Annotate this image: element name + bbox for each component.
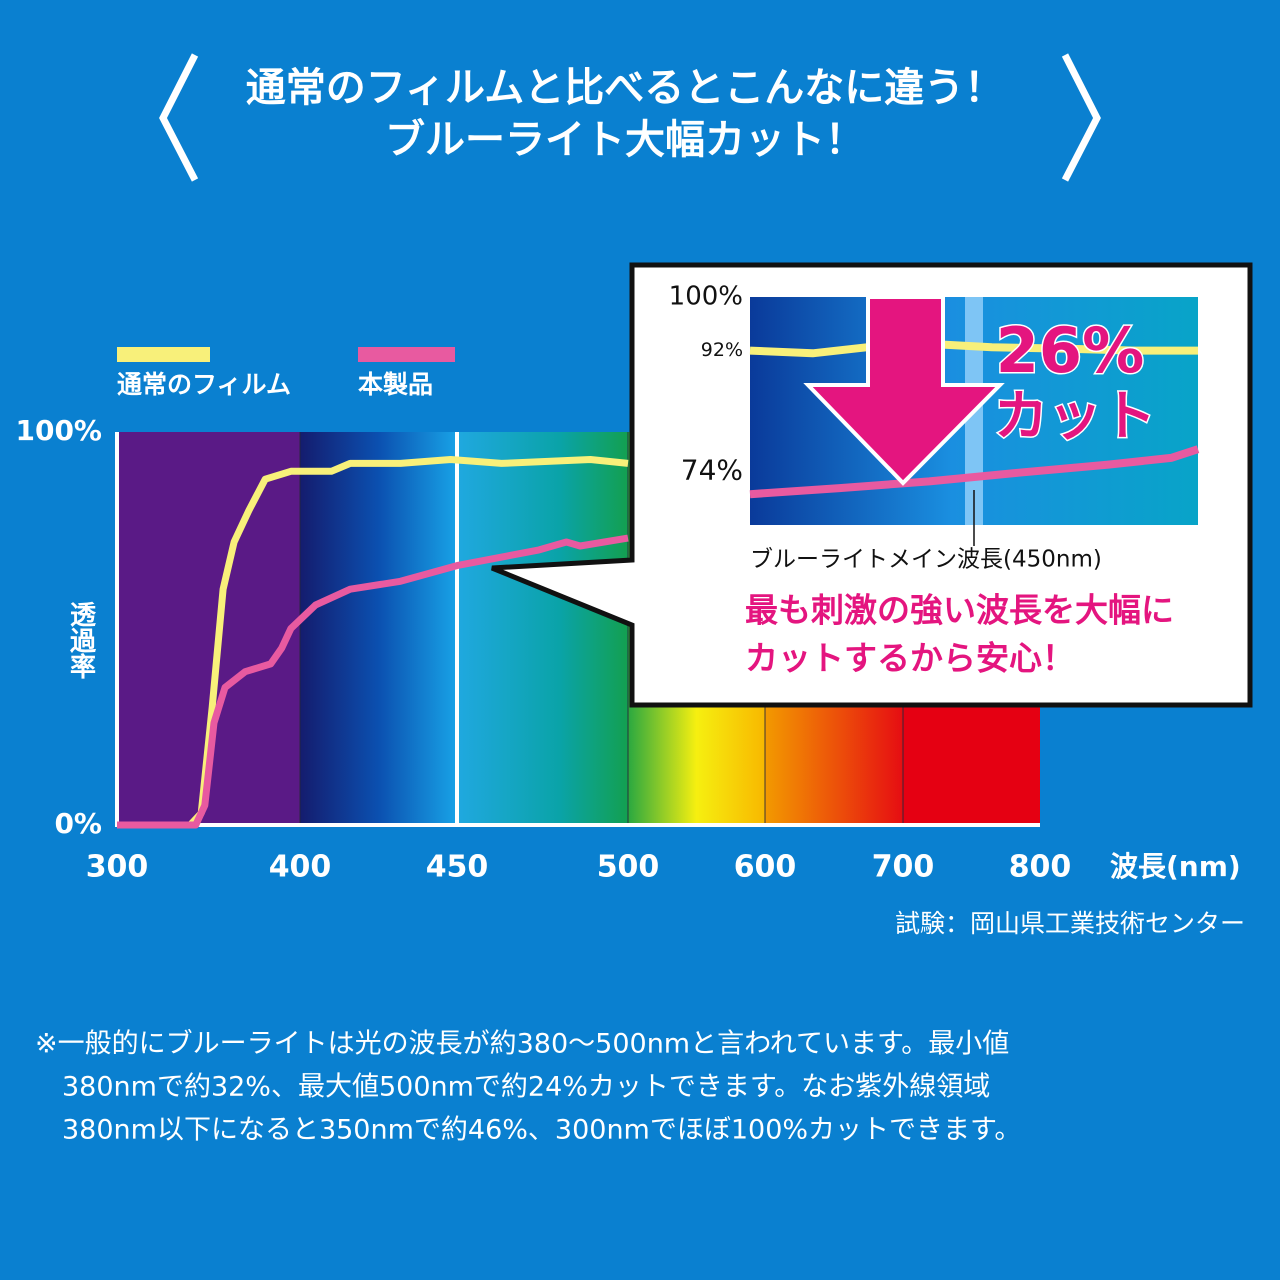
message: カットするから安心！: [745, 639, 1075, 678]
x-axis-label: 波長(nm): [1110, 850, 1241, 883]
y-axis-label: 透過率: [66, 601, 96, 679]
legend-swatch: [117, 347, 210, 362]
series-line: [749, 445, 1200, 499]
legend-swatch: [358, 347, 455, 362]
message: 最も刺激の強い波長を大幅に: [745, 591, 1174, 630]
spectrum-band: [300, 432, 457, 825]
legend-label: 本製品: [358, 370, 433, 399]
title: ブルーライト大幅カット！: [385, 117, 865, 163]
note-line: ※一般的にブルーライトは光の波長が約380～500nmと言われています。最小値: [35, 1029, 1009, 1060]
cut-percent: 26%: [996, 314, 1144, 387]
note-line: 380nm以下になると350nmで約46%、300nmでほぼ100%カットできま…: [62, 1115, 1021, 1146]
cut-label: カット: [994, 385, 1156, 448]
y-tick-label: 100%: [669, 282, 743, 312]
inset-chart: 100% 92% 74%: [669, 282, 1200, 546]
bracket-left: [159, 53, 199, 182]
y-tick-label: 92%: [701, 339, 743, 361]
bracket-right: [1061, 53, 1101, 182]
y-tick-label: 74%: [681, 453, 743, 486]
x-tick-label: 600: [734, 850, 797, 885]
spectrum-band: [457, 432, 628, 825]
down-arrow: [803, 295, 1005, 486]
x-tick-label: 300: [86, 850, 149, 885]
x-tick-label: 450: [426, 850, 489, 885]
y-tick-label: 0%: [54, 807, 102, 840]
series-line: [749, 339, 1198, 358]
x-tick-label: 400: [269, 850, 332, 885]
source: 試験：岡山県工業技術センター: [895, 909, 1245, 938]
note-line: 380nmで約32%、最大値500nmで約24%カットできます。なお紫外線領域: [62, 1072, 990, 1103]
x-tick-label: 800: [1009, 850, 1072, 885]
title: 通常のフィルムと比べるとこんなに違う！: [246, 65, 1004, 111]
x-tick-label: 500: [597, 850, 660, 885]
x-tick-label: 700: [872, 850, 935, 885]
legend-label: 通常のフィルム: [117, 370, 291, 399]
series-line: [117, 534, 629, 829]
y-tick-label: 100%: [15, 414, 102, 447]
annotation: ブルーライトメイン波長(450nm): [750, 547, 1102, 573]
